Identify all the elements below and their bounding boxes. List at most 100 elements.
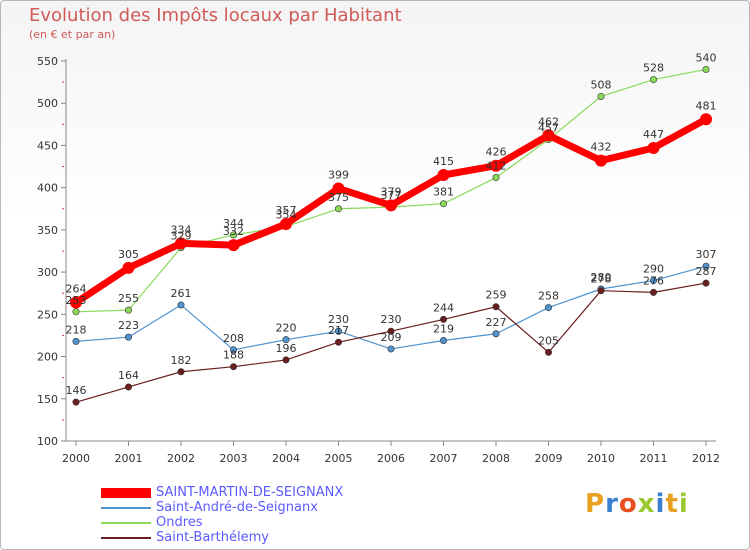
data-point-2 [334,205,342,213]
legend-label-2: Ondres [156,515,203,530]
data-point-3 [230,363,238,371]
data-label-1: 230 [328,313,349,326]
data-point-3 [125,383,133,391]
data-point-3 [649,288,657,296]
data-label-2: 253 [66,294,87,307]
data-point-0 [700,113,712,126]
x-tick-label: 2004 [272,452,300,465]
legend-swatch-1 [101,507,151,509]
y-tick-label: 350 [37,224,58,237]
legend-swatch-0 [101,488,151,498]
legend-swatch-2 [101,522,151,524]
data-point-0 [175,237,187,250]
data-point-3 [177,368,185,376]
data-label-0: 357 [276,204,297,217]
data-point-1 [177,301,185,309]
data-point-3 [702,279,710,287]
y-tick-label: 100 [37,435,58,448]
data-label-1: 218 [66,323,87,336]
data-labels: 264 305 334 332 357 399 379 415 426 462 432 447 481 2… [66,51,717,397]
y-tick-label: 450 [37,139,58,152]
series-layer [70,65,712,406]
data-label-3: 217 [328,324,349,337]
data-point-3 [492,303,500,311]
data-point-3 [597,287,605,295]
data-label-1: 280 [591,271,612,284]
x-tick-label: 2006 [377,452,405,465]
data-point-2 [230,231,238,239]
x-tick-label: 2011 [640,452,668,465]
data-label-0: 379 [381,185,402,198]
legend-label-3: Saint-Barthélemy [156,530,269,545]
data-label-1: 261 [171,287,192,300]
data-point-1 [282,336,290,344]
data-point-0 [227,239,240,252]
data-point-0 [70,296,82,309]
data-label-2: 508 [591,78,612,91]
data-label-3: 276 [643,274,664,287]
data-point-3 [544,348,552,356]
data-label-2: 540 [696,51,717,64]
data-label-3: 205 [538,334,559,347]
y-tick-label: 200 [37,351,58,364]
y-tick-label: 500 [37,97,58,110]
chart-title: Evolution des Impôts locaux par Habitant [29,5,402,26]
data-label-3: 164 [118,369,139,382]
data-label-2: 381 [433,186,454,199]
data-point-1 [387,345,395,353]
data-point-0 [647,141,660,154]
data-point-1 [649,277,657,285]
data-label-1: 258 [538,290,559,303]
data-label-0: 481 [696,99,717,112]
data-label-1: 220 [276,322,297,335]
data-point-3 [387,327,395,335]
data-label-1: 223 [118,319,139,332]
data-point-1 [125,333,133,341]
data-label-0: 426 [486,146,507,159]
data-label-3: 244 [433,301,454,314]
data-point-0 [385,199,397,212]
data-point-2 [597,92,605,100]
data-point-2 [439,200,447,208]
data-point-3 [72,398,80,406]
data-point-0 [542,129,555,142]
data-label-0: 432 [591,141,612,154]
data-label-2: 354 [276,209,297,222]
data-point-2 [649,76,657,84]
data-label-0: 447 [643,128,664,141]
data-point-3 [334,338,342,346]
y-tick-label: 300 [37,266,58,279]
data-point-1 [702,262,710,270]
data-point-1 [544,304,552,312]
data-label-3: 230 [381,313,402,326]
data-label-0: 264 [66,283,87,296]
data-label-0: 332 [223,225,244,238]
y-tick-label: 400 [37,182,58,195]
data-point-3 [282,356,290,364]
data-point-0 [122,261,135,274]
data-label-3: 182 [171,354,192,367]
data-label-2: 255 [118,292,139,305]
x-tick-label: 2002 [167,452,195,465]
data-label-1: 290 [643,263,664,276]
data-point-0 [437,169,450,181]
data-label-0: 334 [171,223,192,236]
y-tick-label: 550 [37,55,58,68]
data-point-1 [439,337,447,345]
data-label-1: 219 [433,323,454,336]
chart-subtitle: (en € et par an) [29,28,116,41]
data-label-3: 188 [223,349,244,362]
data-label-3: 259 [486,289,507,302]
data-point-1 [334,327,342,335]
line-chart: 100 150 200 250 300 350 400 450 500 550 2000 2001 20… [37,51,720,465]
data-point-0 [332,182,345,195]
data-label-2: 528 [643,62,664,75]
legend-swatch-3 [101,537,151,539]
x-tick-label: 2008 [482,452,510,465]
data-point-2 [72,308,80,316]
data-label-2: 375 [328,191,349,204]
data-point-1 [492,330,500,338]
x-tick-label: 2012 [692,452,720,465]
x-tick-label: 2005 [325,452,353,465]
